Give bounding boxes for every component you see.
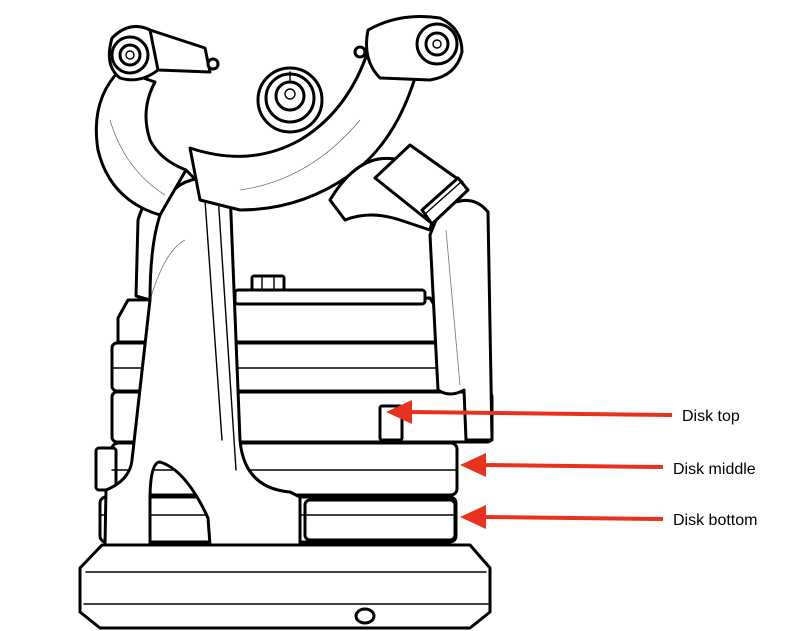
arrow-disk-bottom [460, 505, 664, 529]
knob-center [256, 66, 324, 134]
knob-right [353, 15, 464, 82]
base-bolt-hole [354, 607, 376, 625]
label-disk-bottom: Disk bottom [673, 512, 757, 529]
arrow-disk-middle [460, 453, 664, 477]
base-pedestal [78, 543, 492, 630]
knob-left [107, 24, 220, 82]
label-disk-middle: Disk middle [673, 461, 756, 478]
arrow-disk-top [386, 400, 673, 424]
knob-side-cylinder [373, 143, 470, 226]
label-disk-top: Disk top [682, 408, 740, 425]
callout-arrows [386, 400, 673, 529]
right-bracket [428, 199, 494, 442]
